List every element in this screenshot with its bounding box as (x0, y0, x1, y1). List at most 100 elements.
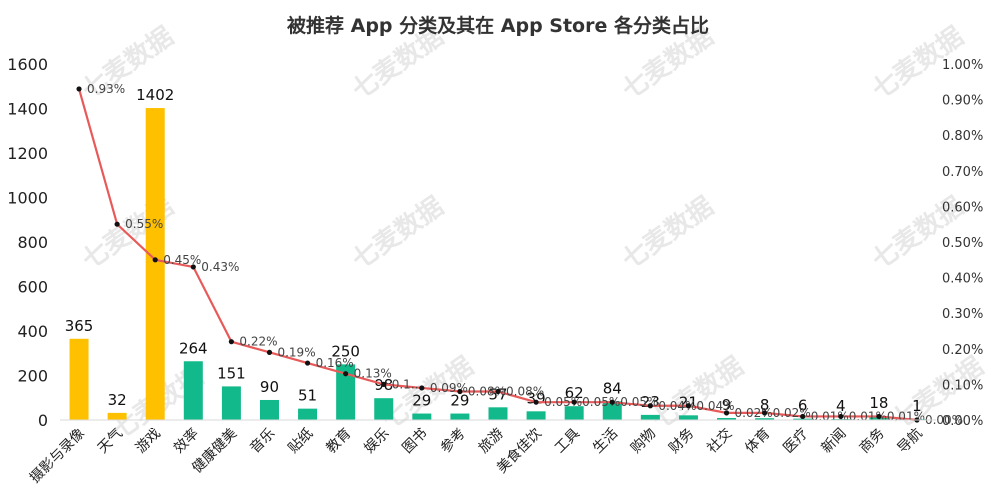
line-point (343, 371, 349, 377)
line-point (571, 399, 577, 405)
line-point (266, 349, 273, 355)
bar-value-label: 4 (836, 397, 846, 415)
y-tick-label: 600 (17, 278, 48, 297)
bar (488, 407, 508, 420)
bar (336, 364, 356, 420)
x-category-label: 社交 (704, 425, 736, 457)
watermark: 七麦数据 (617, 191, 719, 275)
bar (640, 414, 660, 420)
watermark: 七麦数据 (647, 351, 749, 435)
x-category-label: 音乐 (246, 425, 278, 457)
line-value-label: 0.01% (887, 409, 925, 423)
bar (755, 418, 775, 420)
bar-value-label: 1402 (136, 86, 174, 104)
bar (298, 408, 318, 420)
line-point (152, 257, 158, 263)
y-tick-label: 800 (17, 233, 48, 252)
line-point (723, 410, 730, 416)
bar (183, 361, 203, 420)
line-value-label: 0.93% (87, 82, 125, 96)
bar (259, 399, 279, 420)
bar-value-label: 29 (412, 392, 431, 410)
x-category-label: 商务 (857, 426, 888, 457)
line-point (762, 410, 768, 416)
bar (450, 413, 470, 420)
bar (221, 386, 241, 420)
y2-tick-label: 1.00% (942, 58, 983, 73)
x-category-label: 新闻 (818, 426, 849, 457)
y-tick-label: 1600 (7, 55, 48, 74)
line-value-label: 0.08% (468, 385, 506, 399)
line-value-label: 0.02% (773, 406, 811, 420)
y-tick-label: 200 (17, 367, 48, 386)
bar-value-label: 264 (179, 339, 208, 357)
line-point (114, 221, 120, 227)
x-category-label: 购物 (628, 426, 659, 457)
y2-tick-label: 0.50% (942, 236, 983, 251)
y2-tick-label: 0.60% (942, 200, 983, 215)
bar (602, 401, 622, 420)
x-category-label: 生活 (590, 426, 621, 457)
bar-value-label: 32 (108, 391, 127, 409)
line-value-label: 0.05% (544, 395, 582, 409)
bar (793, 418, 813, 420)
line-series: 0.93% 0.55% 0.45%0.43% 0.22%0.19%0.16%0.13%… (76, 82, 963, 427)
y-tick-label: 400 (17, 322, 48, 341)
y-axis-left: 0 200 400 600 800 1000 1200 1400 1600 (7, 55, 48, 430)
bar-value-label: 9 (722, 396, 732, 414)
x-category-label: 参考 (437, 425, 469, 457)
line-value-label: 0.05% (582, 395, 620, 409)
x-category-label: 图书 (400, 426, 431, 457)
line-point (800, 413, 806, 420)
x-category-label: 工具 (552, 426, 583, 457)
line-value-label: 0.05% (620, 395, 658, 409)
y-tick-label: 1400 (7, 100, 48, 119)
line-value-label: 0.04% (658, 399, 696, 413)
line-value-label: 0.16% (316, 356, 354, 370)
x-category-label: 体育 (742, 426, 773, 457)
y2-tick-label: 0.40% (942, 272, 983, 287)
line-point (685, 403, 692, 409)
x-category-label: 摄影与录像 (27, 426, 88, 487)
line-point (304, 360, 311, 366)
line-point (838, 413, 844, 420)
y2-tick-label: 0.30% (942, 307, 983, 322)
bar (526, 411, 546, 420)
y-tick-label: 1000 (7, 189, 48, 208)
bar-value-label: 1 (912, 397, 922, 415)
line-point (457, 388, 463, 395)
line-value-label: 0.1... (392, 377, 423, 391)
line-value-label: 0.22% (239, 335, 277, 349)
line-point (381, 381, 387, 387)
bar (564, 406, 584, 420)
x-category-label: 教育 (323, 426, 354, 457)
line-point (876, 413, 882, 420)
watermark-text: 七麦数据 (617, 191, 719, 275)
y2-tick-label: 0.90% (942, 94, 983, 109)
bar (374, 398, 394, 420)
x-category-label: 贴纸 (285, 426, 316, 457)
bar-value-label: 8 (760, 396, 770, 414)
watermark-text: 七麦数据 (347, 191, 449, 275)
line-point (647, 403, 653, 409)
line-point (419, 385, 425, 391)
bar-value-label: 57 (488, 385, 507, 403)
y-tick-label: 0 (38, 411, 48, 430)
line-point (609, 399, 615, 405)
bar-value-label: 84 (603, 379, 622, 397)
bar (717, 417, 737, 420)
bar (107, 412, 127, 420)
chart-title: 被推荐 App 分类及其在 App Store 各分类占比 (287, 14, 709, 37)
line-value-label: 0.55% (125, 217, 163, 231)
y2-tick-label: 0.00% (942, 414, 983, 429)
bar-value-label: 151 (217, 364, 246, 382)
line-value-label: 0.43% (201, 260, 239, 274)
bar (69, 338, 89, 420)
bar-series (69, 108, 927, 421)
line-point (495, 388, 501, 395)
bar-value-labels: 3653214022641519051250982929573962842321… (65, 86, 922, 415)
watermark: 七麦数据 (347, 191, 449, 275)
x-category-label: 旅游 (476, 426, 507, 457)
bar-value-label: 6 (798, 397, 808, 415)
bar-value-label: 365 (65, 317, 94, 335)
